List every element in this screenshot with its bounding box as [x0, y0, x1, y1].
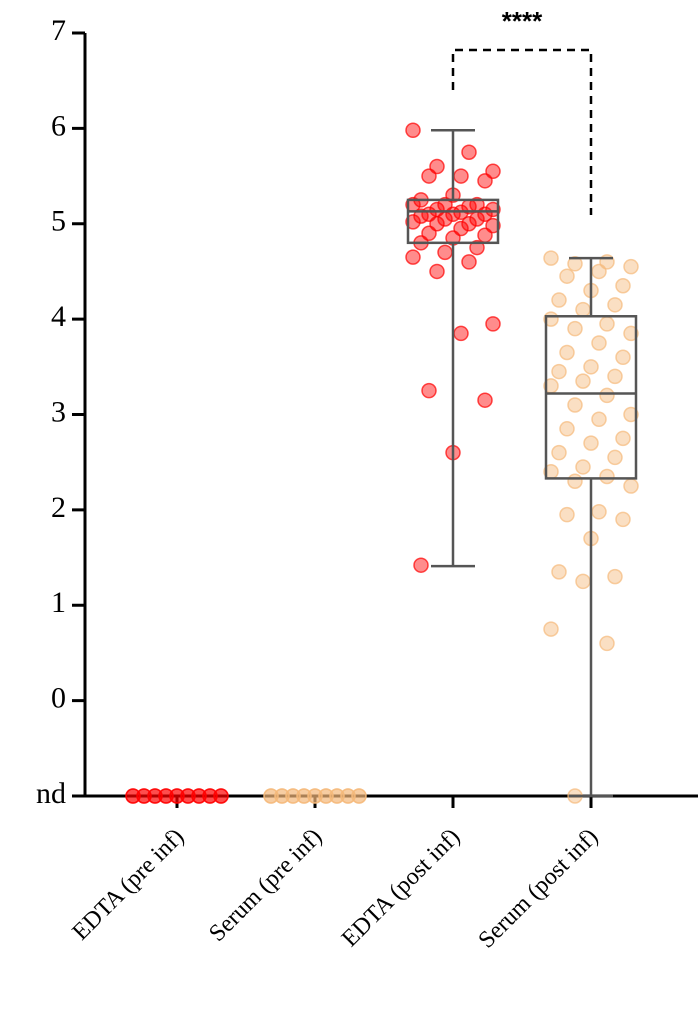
data-point [543, 250, 559, 266]
data-point [623, 406, 639, 423]
data-point [307, 788, 323, 804]
data-point [567, 256, 583, 272]
y-tick-label: nd [36, 777, 66, 810]
data-point [421, 382, 437, 399]
data-point [405, 122, 421, 139]
data-point [591, 411, 607, 428]
data-point [285, 788, 301, 804]
data-point [191, 788, 207, 804]
data-point [559, 344, 575, 361]
data-point [575, 301, 591, 318]
data-point [615, 277, 631, 294]
y-tick-label: 5 [51, 205, 66, 238]
data-point [591, 335, 607, 351]
data-point [413, 557, 429, 573]
data-point [599, 635, 615, 652]
data-point [213, 788, 229, 804]
y-tick-label: 2 [51, 491, 66, 524]
data-point [567, 320, 583, 337]
y-tick-label: 3 [51, 395, 66, 428]
data-point [575, 459, 591, 475]
data-point [583, 435, 599, 451]
y-tick-label: 6 [51, 109, 66, 142]
data-point [551, 363, 567, 380]
data-point [437, 244, 453, 261]
data-point [477, 227, 493, 243]
data-point [147, 788, 163, 804]
x-tick-label: Serum (post inf) [474, 824, 604, 954]
data-point [623, 478, 639, 494]
y-tick-label: 0 [51, 682, 66, 715]
data-point [413, 208, 429, 224]
data-point [469, 239, 485, 256]
data-point [158, 788, 174, 804]
data-point [575, 573, 591, 590]
data-point [125, 788, 141, 804]
data-point [583, 359, 599, 375]
y-tick-label: 1 [51, 586, 66, 619]
y-tick-label: 4 [51, 300, 66, 333]
y-tick-label: 7 [51, 14, 66, 47]
data-point [453, 325, 469, 342]
data-point [599, 316, 615, 332]
data-point [169, 788, 185, 804]
data-point [461, 216, 477, 232]
data-point [405, 214, 421, 230]
data-point [607, 297, 623, 313]
data-point [551, 444, 567, 461]
data-point [405, 249, 421, 265]
data-point [567, 473, 583, 490]
data-point [607, 568, 623, 585]
box [544, 315, 638, 480]
data-point [551, 564, 567, 580]
data-point [559, 506, 575, 523]
x-tick-label: EDTA (post inf) [337, 824, 465, 952]
data-point [567, 397, 583, 413]
data-point [599, 387, 615, 404]
significance-bracket [451, 48, 593, 215]
data-point [543, 621, 559, 637]
data-point [615, 349, 631, 366]
data-point [202, 788, 218, 804]
data-point [623, 258, 639, 275]
data-point [575, 373, 591, 389]
data-point [485, 201, 501, 218]
data-point [351, 788, 367, 804]
data-point [599, 468, 615, 485]
x-tick-label: EDTA (pre inf) [68, 824, 190, 946]
data-point [615, 511, 631, 528]
data-point [623, 325, 639, 342]
data-point [559, 268, 575, 284]
significance-label: **** [502, 6, 543, 36]
data-point [607, 449, 623, 466]
data-point [591, 263, 607, 280]
data-point [296, 788, 312, 804]
data-point [340, 788, 356, 804]
data-point [551, 292, 567, 308]
data-point [180, 788, 196, 804]
data-point [421, 168, 437, 184]
data-point [477, 173, 493, 189]
data-point [329, 788, 345, 804]
data-point [559, 421, 575, 437]
data-point [477, 392, 493, 408]
data-point [318, 788, 334, 804]
data-point [136, 788, 152, 804]
data-point [461, 144, 477, 160]
data-point [485, 316, 501, 332]
data-point [263, 788, 279, 804]
data-point [591, 504, 607, 520]
data-point [429, 263, 445, 280]
data-point [461, 254, 477, 270]
data-point [607, 368, 623, 385]
data-point [274, 788, 290, 804]
x-tick-label: Serum (pre inf) [204, 824, 327, 947]
data-point [453, 168, 469, 184]
box [406, 198, 500, 245]
data-point [615, 430, 631, 447]
